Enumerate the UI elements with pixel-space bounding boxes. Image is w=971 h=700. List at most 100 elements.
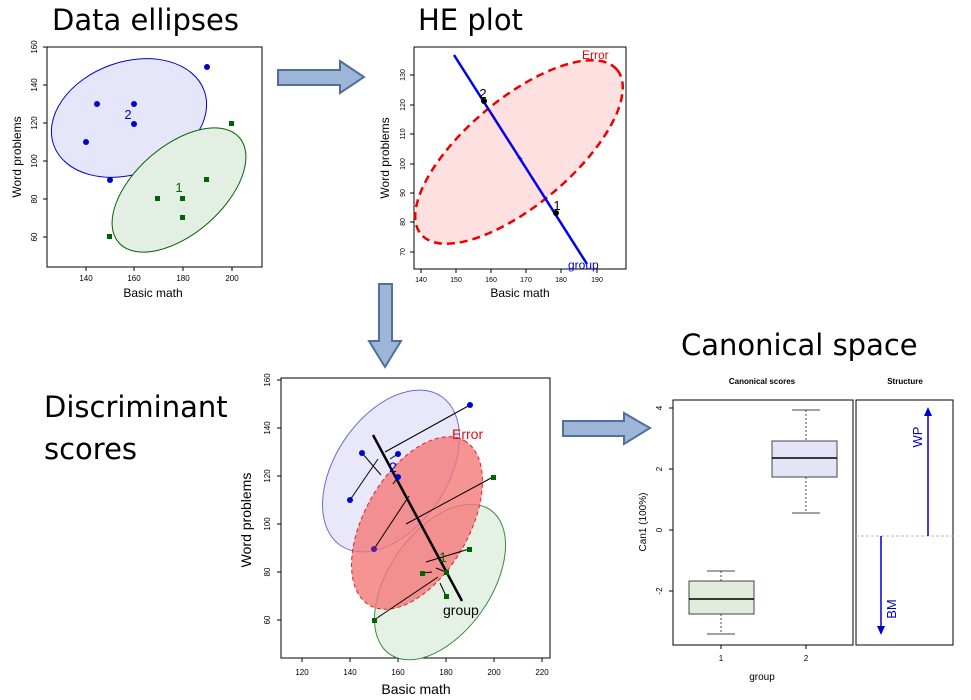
title-discriminant-line2: scores [44, 432, 138, 466]
svg-text:4: 4 [655, 405, 664, 410]
scores-box [672, 399, 854, 646]
svg-text:160: 160 [127, 274, 141, 283]
svg-text:180: 180 [555, 277, 567, 284]
svg-text:140: 140 [263, 421, 272, 435]
svg-text:180: 180 [439, 668, 453, 677]
svg-text:200: 200 [225, 274, 239, 283]
svg-text:70: 70 [400, 248, 407, 256]
panel-discriminant: 2 1 Error group 120 140 160 180 200 220 … [238, 373, 551, 697]
title-he-plot: HE plot [418, 3, 523, 37]
group2-points [347, 402, 473, 503]
svg-text:80: 80 [400, 218, 407, 226]
svg-text:60: 60 [263, 615, 272, 624]
title-data-ellipses: Data ellipses [52, 3, 239, 37]
point-2 [481, 98, 487, 104]
y-axis-label: Word problems [378, 117, 392, 198]
y-axis-label: Word problems [10, 116, 24, 197]
svg-text:150: 150 [450, 277, 462, 284]
svg-text:170: 170 [520, 277, 532, 284]
svg-text:2: 2 [655, 466, 664, 471]
panel-he-plot: + 2 1 Error group 140 150 160 170 180 19… [378, 46, 627, 300]
group1-points [372, 475, 496, 623]
svg-text:140: 140 [415, 277, 427, 284]
svg-text:80: 80 [263, 567, 272, 576]
y-ticks: -2 0 2 4 [655, 405, 673, 595]
bm-arrow [877, 536, 885, 635]
panel-data-ellipses: 2 1 140 160 180 200 60 80 100 120 140 16… [10, 40, 263, 300]
svg-text:120: 120 [400, 99, 407, 111]
boxplot-group1 [688, 570, 755, 635]
svg-text:200: 200 [487, 668, 501, 677]
group1-points [107, 121, 234, 239]
svg-text:160: 160 [391, 668, 405, 677]
svg-text:120: 120 [263, 469, 272, 483]
bm-label: BM [884, 599, 899, 619]
group2-points [83, 64, 210, 183]
scores-title: Canonical scores [729, 377, 796, 386]
group-line [452, 54, 589, 265]
flow-arrows [277, 59, 652, 446]
center-mark: + [517, 154, 523, 165]
svg-text:1: 1 [719, 654, 724, 663]
group-label: group [568, 258, 599, 272]
x-ticks: 140 150 160 170 180 190 [415, 269, 603, 284]
y-axis-label: Word problems [238, 473, 254, 568]
svg-text:120: 120 [30, 116, 39, 130]
wp-arrow [924, 407, 932, 536]
svg-text:130: 130 [400, 69, 407, 81]
structure-title: Structure [887, 377, 923, 386]
svg-text:60: 60 [30, 232, 39, 241]
error-label: Error [582, 48, 609, 62]
svg-text:90: 90 [400, 189, 407, 197]
x-ticks: 1 2 [719, 645, 809, 663]
svg-text:-2: -2 [655, 587, 664, 595]
boxplot-group2 [771, 409, 838, 514]
svg-text:140: 140 [343, 668, 357, 677]
svg-text:220: 220 [535, 668, 549, 677]
wp-label: WP [910, 427, 925, 448]
plot-box [413, 46, 627, 270]
error-label: Error [452, 426, 483, 442]
arrow-right-top [277, 59, 366, 95]
error-ellipse [351, 436, 483, 610]
svg-text:180: 180 [176, 274, 190, 283]
svg-text:160: 160 [485, 277, 497, 284]
svg-text:100: 100 [263, 517, 272, 531]
title-discriminant-line1: Discriminant [44, 390, 228, 424]
point-1-label: 1 [553, 198, 560, 213]
group1-label: 1 [439, 549, 447, 565]
group2-label: 2 [389, 459, 397, 475]
svg-text:2: 2 [804, 654, 809, 663]
x-ticks: 140 160 180 200 [79, 267, 239, 283]
x-axis-label: group [749, 672, 775, 683]
svg-text:140: 140 [79, 274, 93, 283]
point-1 [553, 210, 559, 216]
svg-text:110: 110 [400, 128, 407, 139]
group1-ellipse [111, 127, 247, 253]
x-ticks: 120 140 160 180 200 220 [295, 658, 549, 677]
x-axis-label: Basic math [123, 286, 182, 300]
y-ticks: 60 80 100 120 140 160 [30, 40, 47, 241]
arrow-right-bottom [562, 411, 652, 446]
y-ticks: 60 80 100 120 140 160 [263, 373, 281, 624]
svg-text:0: 0 [655, 527, 664, 532]
panel-canonical: Canonical scores Structure [638, 377, 954, 683]
group1-label: 1 [175, 180, 182, 195]
group-label: group [443, 602, 479, 618]
svg-text:100: 100 [30, 154, 39, 168]
svg-text:80: 80 [30, 194, 39, 203]
plot-box [46, 46, 263, 268]
point-2-label: 2 [479, 86, 486, 101]
svg-text:190: 190 [591, 277, 603, 284]
svg-text:100: 100 [400, 158, 407, 170]
x-axis-label: Basic math [381, 681, 450, 697]
group2-label: 2 [124, 107, 131, 122]
y-ticks: 70 80 90 100 110 120 130 [400, 69, 414, 256]
x-axis-label: Basic math [490, 286, 549, 300]
mixed-point [371, 546, 377, 552]
y-axis-label: Can1 (100%) [638, 493, 649, 552]
arrow-down [367, 283, 403, 369]
svg-text:160: 160 [263, 373, 272, 387]
structure-box [855, 399, 954, 646]
